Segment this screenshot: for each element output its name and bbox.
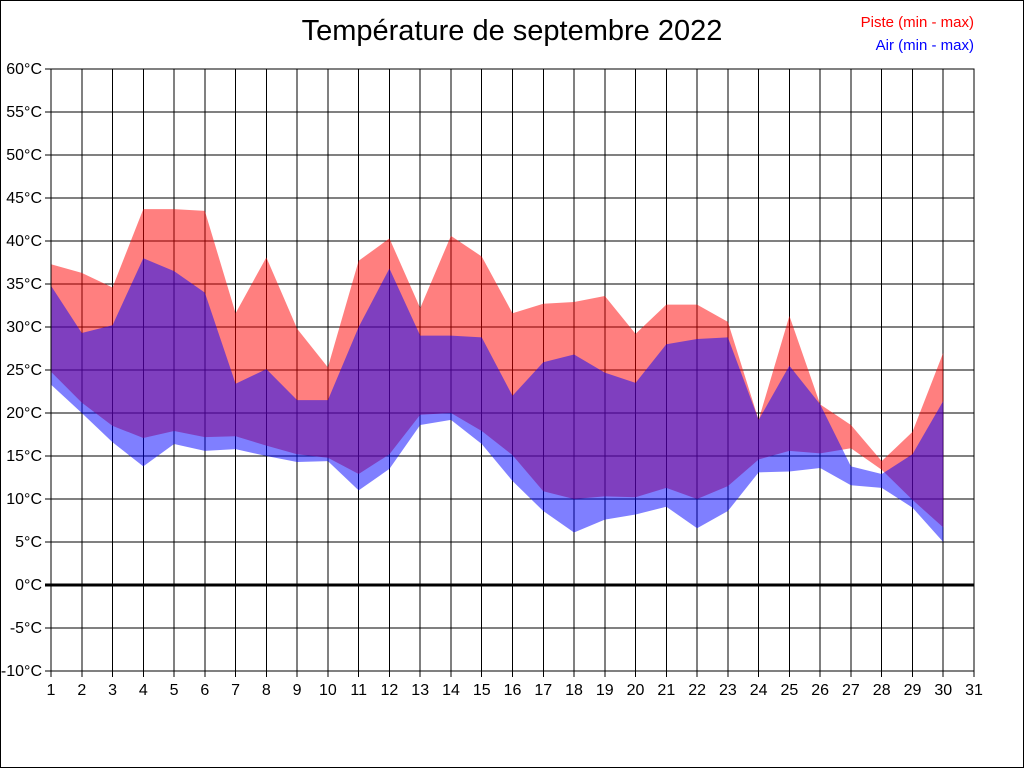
x-tick-label: 25 (781, 682, 799, 699)
y-tick-label: 50°C (6, 147, 42, 164)
x-tick-label: 26 (811, 682, 829, 699)
x-tick-label: 20 (627, 682, 645, 699)
legend-item-piste: Piste (min - max) (860, 14, 974, 31)
y-tick-label: 15°C (6, 448, 42, 465)
y-tick-label: -5°C (10, 620, 42, 637)
y-tick-label: 20°C (6, 405, 42, 422)
x-tick-label: 2 (77, 682, 86, 699)
x-tick-label: 31 (965, 682, 983, 699)
air-band-area (51, 258, 944, 542)
y-tick-label: 10°C (6, 491, 42, 508)
x-tick-label: 27 (842, 682, 860, 699)
x-tick-label: 4 (139, 682, 148, 699)
x-tick-label: 15 (473, 682, 491, 699)
x-tick-label: 18 (565, 682, 583, 699)
x-tick-label: 24 (750, 682, 768, 699)
legend: Piste (min - max) Air (min - max) (861, 11, 974, 57)
legend-item-air: Air (min - max) (875, 37, 974, 54)
x-tick-label: 10 (319, 682, 337, 699)
x-tick-label: 7 (231, 682, 240, 699)
x-tick-label: 12 (381, 682, 399, 699)
y-tick-label: 35°C (6, 276, 42, 293)
x-axis-labels: 1 2 3 4 5 6 7 8 9 10 11 12 13 14 15 16 17 18 19 20 21 22 23 24 2… (47, 682, 983, 699)
y-tick-label: 55°C (6, 104, 42, 121)
y-tick-label: 0°C (15, 577, 42, 594)
x-tick-label: 16 (504, 682, 522, 699)
y-tick-label: 40°C (6, 233, 42, 250)
x-tick-label: 17 (534, 682, 552, 699)
y-tick-label: 5°C (15, 534, 42, 551)
y-axis-labels: 60°C 55°C 50°C 45°C 40°C 35°C 30°C 25°C 20°C 15°C… (1, 61, 42, 680)
x-tick-label: 3 (108, 682, 117, 699)
x-tick-label: 23 (719, 682, 737, 699)
x-tick-label: 11 (350, 682, 367, 699)
y-tick-label: 30°C (6, 319, 42, 336)
x-tick-label: 30 (934, 682, 952, 699)
y-tick-label: 45°C (6, 190, 42, 207)
x-tick-label: 21 (657, 682, 675, 699)
plot-frame (45, 68, 975, 677)
x-tick-label: 1 (47, 682, 56, 699)
x-tick-label: 9 (293, 682, 302, 699)
x-tick-label: 22 (688, 682, 706, 699)
x-tick-label: 28 (873, 682, 891, 699)
y-tick-label: 25°C (6, 362, 42, 379)
x-tick-label: 5 (170, 682, 179, 699)
x-tick-label: 8 (262, 682, 271, 699)
x-tick-label: 13 (411, 682, 429, 699)
y-tick-label: 60°C (6, 61, 42, 78)
x-tick-label: 14 (442, 682, 460, 699)
chart-title: Température de septembre 2022 (301, 15, 723, 47)
x-tick-label: 19 (596, 682, 614, 699)
x-tick-label: 6 (200, 682, 209, 699)
y-tick-label: -10°C (1, 663, 42, 680)
x-tick-label: 29 (904, 682, 922, 699)
